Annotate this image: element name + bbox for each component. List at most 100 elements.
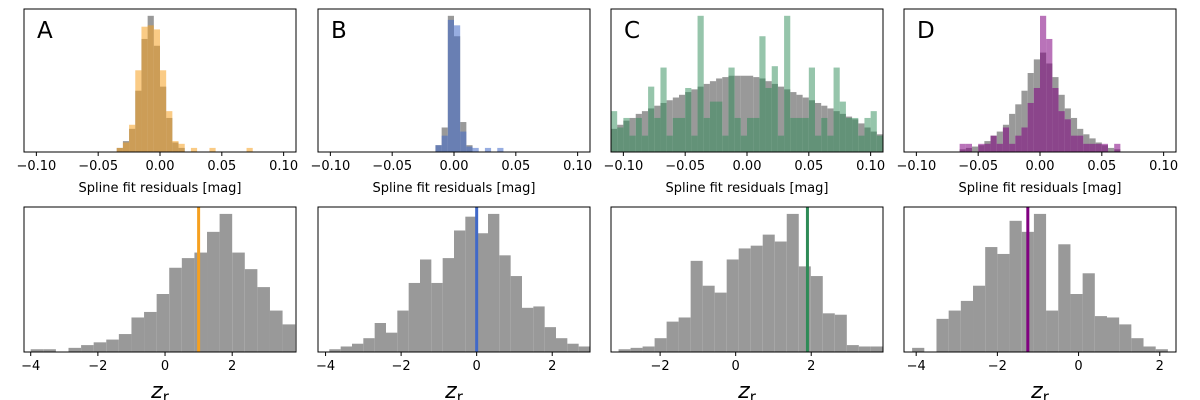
- bar-color-series: [611, 111, 618, 152]
- bar-color-series: [808, 67, 815, 152]
- axes-frame: [317, 206, 591, 353]
- bar-background-series: [618, 349, 631, 352]
- bar-color-series: [1015, 135, 1022, 152]
- bar-background-series: [352, 343, 364, 352]
- bar-background-series: [465, 216, 477, 352]
- bar-background-series: [269, 310, 283, 352]
- bar-background-series: [1009, 113, 1016, 152]
- bar-background-series: [753, 77, 760, 152]
- bar-color-series: [1089, 143, 1096, 152]
- bar-color-series: [697, 15, 704, 152]
- x-tick-label: 0.00: [733, 159, 762, 174]
- bar-background-series: [948, 310, 961, 352]
- bar-background-series: [442, 258, 454, 352]
- bar-background-series: [374, 323, 386, 352]
- bar-background-series: [68, 347, 82, 352]
- axes-frame: [23, 206, 297, 353]
- bar-color-series: [1052, 87, 1059, 152]
- bar-background-series: [144, 311, 157, 352]
- bar-color-series: [484, 147, 492, 152]
- bar-background-series: [257, 287, 270, 352]
- bar-color-series: [141, 26, 148, 152]
- bar-background-series: [750, 245, 763, 352]
- bar-background-series: [1009, 220, 1022, 352]
- x-tick-label: −0.05: [958, 159, 998, 174]
- bar-color-series: [660, 67, 667, 152]
- bar-background-series: [93, 342, 107, 352]
- bar-color-series: [1058, 111, 1065, 152]
- bar-background-series: [1143, 346, 1156, 352]
- x-tick-label: −0.10: [16, 159, 56, 174]
- bar-color-series: [765, 87, 772, 152]
- bar-background-series: [973, 285, 986, 352]
- x-tick-label: −0.05: [665, 159, 705, 174]
- bar-color-series: [1040, 15, 1047, 152]
- bar-color-series: [178, 143, 185, 152]
- x-tick-label: 0.05: [501, 159, 530, 174]
- panel-label: C: [624, 18, 640, 44]
- bar-background-series: [533, 306, 545, 352]
- bar-background-series: [777, 86, 785, 152]
- bar-background-series: [690, 260, 703, 352]
- x-tick-label: 0: [732, 359, 740, 374]
- bar-color-series: [833, 67, 840, 152]
- bar-background-series: [1033, 213, 1047, 352]
- bar-background-series: [734, 75, 741, 152]
- panel-c: −0.10 −0.05 0.00 0.05 0.10 Spline fit residua…: [603, 8, 885, 196]
- x-tick-label: −0.10: [310, 159, 350, 174]
- bar-background-series: [786, 213, 799, 352]
- axes-frame: [610, 206, 884, 353]
- bar-color-series: [441, 135, 448, 152]
- bar-background-series: [408, 282, 420, 352]
- bar-color-series: [466, 146, 473, 152]
- bar-background-series: [131, 317, 145, 352]
- bar-color-series: [135, 70, 142, 152]
- x-axis-label: zr: [1030, 379, 1050, 400]
- bar-background-series: [1058, 244, 1071, 352]
- panel-b-z: −4 −2 0 2 zr: [316, 206, 591, 400]
- bar-color-series: [858, 135, 865, 152]
- x-tick-label: −0.10: [603, 159, 643, 174]
- bar-color-series: [122, 142, 130, 152]
- bar-background-series: [43, 349, 56, 352]
- panel-label: A: [37, 18, 53, 44]
- bar-background-series: [762, 234, 775, 352]
- bar-background-series: [1070, 117, 1078, 152]
- bar-color-series: [990, 135, 997, 152]
- bar-background-series: [1021, 90, 1028, 152]
- panel-a: −0.10 −0.05 0.00 0.05 0.10 Spline fit residua…: [16, 8, 298, 196]
- bar-background-series: [499, 255, 511, 352]
- bar-background-series: [666, 100, 673, 152]
- bar-color-series: [984, 143, 991, 152]
- bar-color-series: [876, 135, 883, 152]
- bar-background-series: [996, 131, 1003, 152]
- bar-color-series: [648, 86, 655, 152]
- x-tick-label: 2: [1156, 359, 1164, 374]
- bar-background-series: [738, 248, 751, 352]
- bar-color-series: [845, 117, 853, 152]
- bar-color-series: [129, 124, 136, 152]
- x-tick-label: 0: [1074, 359, 1082, 374]
- bar-color-series: [1101, 143, 1108, 152]
- bar-color-series: [1046, 38, 1053, 152]
- bar-color-series: [153, 29, 160, 152]
- bar-color-series: [703, 117, 710, 152]
- bar-color-series: [821, 117, 828, 152]
- bar-background-series: [544, 327, 556, 352]
- bar-background-series: [522, 307, 534, 352]
- panel-a-z: −4 −2 0 2 zr: [21, 206, 297, 400]
- bar-color-series: [623, 117, 630, 152]
- x-tick-label: 0.00: [146, 159, 175, 174]
- x-tick-label: −2: [651, 359, 670, 374]
- bar-color-series: [1033, 87, 1040, 152]
- bar-color-series: [728, 67, 735, 152]
- bar-color-series: [996, 143, 1003, 152]
- bar-background-series: [822, 313, 835, 352]
- bar-background-series: [556, 338, 568, 352]
- bar-background-series: [1155, 349, 1168, 352]
- x-tick-label: −2: [88, 359, 107, 374]
- bar-background-series: [702, 285, 715, 352]
- x-tick-label: −4: [316, 359, 335, 374]
- x-axis-label: Spline fit residuals [mag]: [79, 181, 242, 196]
- bar-background-series: [846, 345, 859, 352]
